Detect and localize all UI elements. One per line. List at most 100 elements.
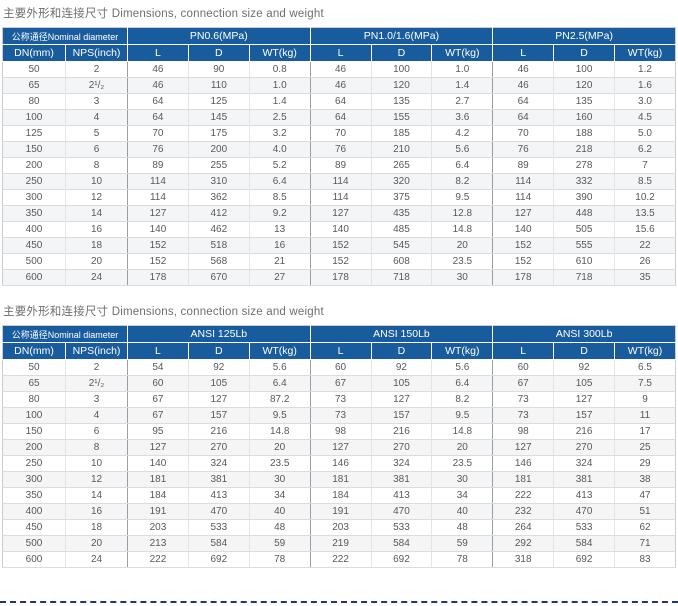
table-cell: 692 [371, 551, 433, 568]
table-cell: 8.2 [431, 391, 494, 408]
table-cell: 89 [127, 157, 189, 174]
table-cell: 46 [310, 61, 372, 78]
table-cell: 100 [371, 61, 433, 78]
table-cell: 500 [2, 535, 66, 552]
table-cell: 100 [2, 109, 66, 126]
table-cell: 375 [371, 189, 433, 206]
table-cell: 114 [310, 189, 372, 206]
table-row: 100 4 64 145 2.5 64 155 3.6 64 160 4.5 [2, 109, 676, 126]
table-cell: 9.5 [431, 407, 494, 424]
table-cell: 150 [2, 141, 66, 158]
table-cell: 362 [188, 189, 250, 206]
table-cell: 71 [614, 535, 676, 552]
table-cell: 23.5 [431, 455, 494, 472]
table-cell: 610 [553, 253, 615, 270]
table-cell: 222 [492, 487, 555, 504]
table-cell: 152 [492, 237, 555, 254]
table-cell: 64 [492, 109, 555, 126]
table-header-metric: 公称通径Nominal diameter PN0.6(MPa) PN1.0/1.6(… [2, 27, 676, 62]
column-header: NPS(inch) [65, 342, 128, 360]
table-cell: 264 [492, 519, 555, 536]
table-cell: 1.0 [431, 61, 494, 78]
table-cell: 5 [65, 125, 128, 142]
table-cell: 87.2 [249, 391, 311, 408]
table-cell: 270 [188, 439, 250, 456]
table-cell: 47 [614, 487, 676, 504]
table-cell: 98 [310, 423, 372, 440]
column-header: WT(kg) [614, 44, 676, 62]
column-header: WT(kg) [431, 342, 494, 360]
column-header: D [371, 342, 433, 360]
pressure-class-group-header: ANSI 300Lb [492, 325, 676, 343]
table-cell: 265 [371, 157, 433, 174]
table-cell: 178 [127, 269, 189, 286]
table-cell: 5.0 [614, 125, 676, 142]
table-cell: 1.4 [249, 93, 311, 110]
table-cell: 59 [431, 535, 494, 552]
table-cell: 17 [614, 423, 676, 440]
table-cell: 125 [188, 93, 250, 110]
table-cell: 7.5 [614, 375, 676, 392]
table-cell: 255 [188, 157, 250, 174]
table-cell: 3 [65, 93, 128, 110]
table-cell: 222 [310, 551, 372, 568]
table-cell: 350 [2, 487, 66, 504]
table-cell: 51 [614, 503, 676, 520]
column-header: L [127, 342, 189, 360]
table-cell: 216 [371, 423, 433, 440]
table-cell: 76 [492, 141, 555, 158]
table-cell: 98 [492, 423, 555, 440]
table-cell: 127 [553, 391, 615, 408]
table-cell: 6.5 [614, 359, 676, 376]
table-cell: 34 [431, 487, 494, 504]
table-cell: 435 [371, 205, 433, 222]
table-cell: 1.0 [249, 77, 311, 94]
table-cell: 332 [553, 173, 615, 190]
table-cell: 30 [431, 269, 494, 286]
column-header: D [553, 342, 615, 360]
table-cell: 10 [65, 173, 128, 190]
table-cell: 300 [2, 189, 66, 206]
table-cell: 73 [310, 391, 372, 408]
table-cell: 175 [188, 125, 250, 142]
column-header: DN(mm) [2, 44, 66, 62]
table-cell: 7 [614, 157, 676, 174]
table-cell: 222 [127, 551, 189, 568]
table-cell: 76 [127, 141, 189, 158]
table-row: 300 12 114 362 8.5 114 375 9.5 114 390 10.2 [2, 189, 676, 206]
table-cell: 46 [492, 61, 555, 78]
table-row: 125 5 70 175 3.2 70 185 4.2 70 188 5.0 [2, 125, 676, 142]
table-cell: 692 [188, 551, 250, 568]
table-cell: 218 [553, 141, 615, 158]
table-cell: 4.5 [614, 109, 676, 126]
table-cell: 8 [65, 439, 128, 456]
table-cell: 8.2 [431, 173, 494, 190]
table-cell: 485 [371, 221, 433, 238]
table-row: 400 16 191 470 40 191 470 40 232 470 51 [2, 503, 676, 520]
table-cell: 178 [492, 269, 555, 286]
dimensions-table-ansi: 公称通径Nominal diameter ANSI 125Lb ANSI 150Lb… [2, 325, 676, 568]
table-cell: 92 [553, 359, 615, 376]
table-cell: 152 [492, 253, 555, 270]
table-cell: 22 [614, 237, 676, 254]
table-cell: 127 [127, 439, 189, 456]
table-cell: 14.8 [431, 221, 494, 238]
table-cell: 2.5 [249, 109, 311, 126]
table-cell: 2¹/₂ [65, 375, 128, 392]
table-cell: 6 [65, 423, 128, 440]
table-cell: 6.2 [614, 141, 676, 158]
table-cell: 105 [553, 375, 615, 392]
table-cell: 67 [492, 375, 555, 392]
table-cell: 100 [553, 61, 615, 78]
table-cell: 105 [188, 375, 250, 392]
table-row: 150 6 76 200 4.0 76 210 5.6 76 218 6.2 [2, 141, 676, 158]
table-cell: 140 [127, 455, 189, 472]
table-cell: 21 [249, 253, 311, 270]
table-cell: 54 [127, 359, 189, 376]
pressure-class-group-header: PN2.5(MPa) [492, 27, 676, 45]
table-cell: 533 [371, 519, 433, 536]
table-cell: 18 [65, 519, 128, 536]
table-cell: 78 [249, 551, 311, 568]
table-cell: 89 [310, 157, 372, 174]
column-header: WT(kg) [431, 44, 494, 62]
